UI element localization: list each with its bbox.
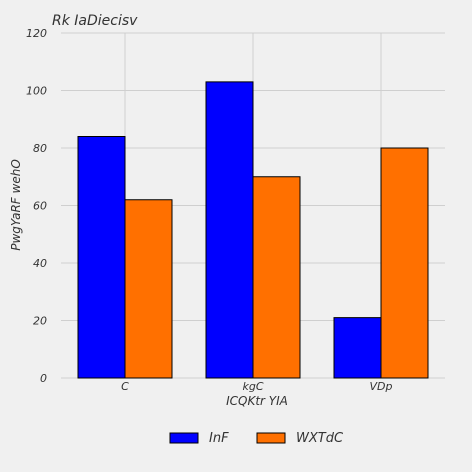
y-tick-label: 20 — [33, 315, 47, 328]
y-tick-label: 80 — [33, 142, 47, 155]
legend-label-InF: InF — [209, 431, 229, 446]
legend-swatch-WXTdC — [256, 432, 286, 444]
bar-WXTdC-kgC — [252, 176, 301, 379]
bar-InF-kgC — [205, 81, 254, 379]
x-tick-label: C — [121, 380, 129, 393]
y-tick-label: 100 — [26, 85, 47, 98]
y-tick-label: 60 — [33, 200, 47, 213]
x-tick-label: VDp — [370, 380, 393, 393]
chart-title: Rk IaDiecisv — [52, 13, 138, 29]
y-tick-label: 0 — [40, 372, 47, 385]
y-tick-labels: 0 20 40 60 80 100 120 — [26, 27, 47, 385]
y-axis-label: PwgYaRF wehO — [9, 159, 23, 251]
x-tick-label: kgC — [242, 380, 263, 393]
y-tick-label: 120 — [26, 27, 47, 40]
legend-label-WXTdC: WXTdC — [296, 431, 344, 446]
legend-swatch-InF — [169, 432, 199, 444]
legend: InF WXTdC — [169, 431, 344, 446]
bars — [77, 81, 429, 379]
bar-WXTdC-C — [124, 199, 173, 379]
bar-WXTdC-VDp — [380, 147, 429, 379]
bar-InF-VDp — [333, 317, 382, 379]
y-tick-label: 40 — [33, 257, 47, 270]
x-axis-label: ICQKtr YIA — [226, 394, 288, 408]
bar-InF-C — [77, 136, 126, 379]
